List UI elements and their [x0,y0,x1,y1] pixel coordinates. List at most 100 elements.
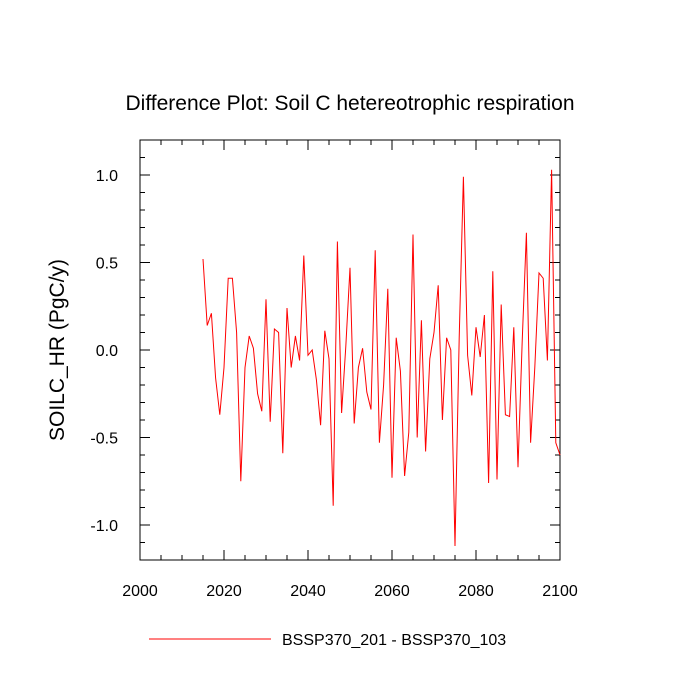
data-point [202,258,203,259]
data-point [379,442,380,443]
data-point [253,348,254,349]
y-axis-label: SOILC_HR (PgC/y) [46,259,69,441]
data-point [391,477,392,478]
data-point [240,481,241,482]
data-point [316,379,317,380]
data-point [488,482,489,483]
data-point [375,250,376,251]
data-point [547,360,548,361]
data-point [459,337,460,338]
data-point [228,278,229,279]
data-point [265,299,266,300]
data-point [492,271,493,272]
data-point [244,367,245,368]
data-point [496,479,497,480]
data-point [543,278,544,279]
chart-title: Difference Plot: Soil C hetereotrophic r… [125,92,574,115]
data-point [312,349,313,350]
data-point [530,442,531,443]
legend: BSSP370_201 - BSSP370_103 [149,632,506,649]
data-point [442,419,443,420]
data-point [522,341,523,342]
data-point [471,395,472,396]
plot-frame [139,139,561,561]
data-point [219,414,220,415]
data-point [404,475,405,476]
y-tick-label: 1.0 [96,168,118,185]
data-point [513,327,514,328]
data-point [211,313,212,314]
data-point [534,367,535,368]
data-point [484,314,485,315]
y-axis: -1.0 -0.5 0.0 0.5 1.0 [90,139,560,561]
y-tick-label: 0.0 [96,343,118,360]
data-point [555,442,556,443]
data-point [425,451,426,452]
data-point [341,412,342,413]
data-point [433,332,434,333]
data-point [278,332,279,333]
data-point [509,416,510,417]
x-tick-label: 2080 [458,583,494,600]
data-point [207,325,208,326]
data-point [261,411,262,412]
y-tick-label: -0.5 [90,431,118,448]
data-point [551,169,552,170]
data-point [270,421,271,422]
data-point [429,358,430,359]
data-point [446,337,447,338]
data-point [286,307,287,308]
data-point [236,332,237,333]
data-point [475,327,476,328]
data-point [349,267,350,268]
data-point [505,414,506,415]
data-point [257,393,258,394]
x-tick-label: 2020 [206,583,242,600]
series-line [202,169,561,547]
x-axis: 2000 2020 2040 2060 2080 2100 [122,140,578,600]
data-point [333,505,334,506]
data-point [320,425,321,426]
data-point [408,432,409,433]
legend-label: BSSP370_201 - BSSP370_103 [282,632,506,649]
data-point [303,255,304,256]
data-point [526,232,527,233]
data-point [274,328,275,329]
data-point [345,346,346,347]
data-point [249,335,250,336]
x-tick-label: 2040 [290,583,326,600]
data-point [307,355,308,356]
data-point [232,278,233,279]
data-point [387,288,388,289]
data-point [366,391,367,392]
data-point [362,348,363,349]
data-point [324,330,325,331]
data-point [480,356,481,357]
data-point [370,409,371,410]
data-point [328,358,329,359]
data-point [358,367,359,368]
data-point [282,453,283,454]
data-point [295,335,296,336]
data-point [396,337,397,338]
plot-border [139,139,561,561]
series-layer [202,169,561,547]
data-point [467,355,468,356]
y-tick-label: 0.5 [96,256,118,273]
data-point [400,370,401,371]
data-point [559,454,560,455]
data-point [421,320,422,321]
data-point [291,367,292,368]
data-point [223,367,224,368]
data-point [438,285,439,286]
data-point [463,176,464,177]
x-tick-label: 2060 [374,583,410,600]
data-point [215,377,216,378]
data-point [354,423,355,424]
data-point [412,234,413,235]
y-tick-label: -1.0 [90,518,118,535]
data-point [538,272,539,273]
data-point [450,349,451,350]
data-point [417,437,418,438]
data-point [383,384,384,385]
